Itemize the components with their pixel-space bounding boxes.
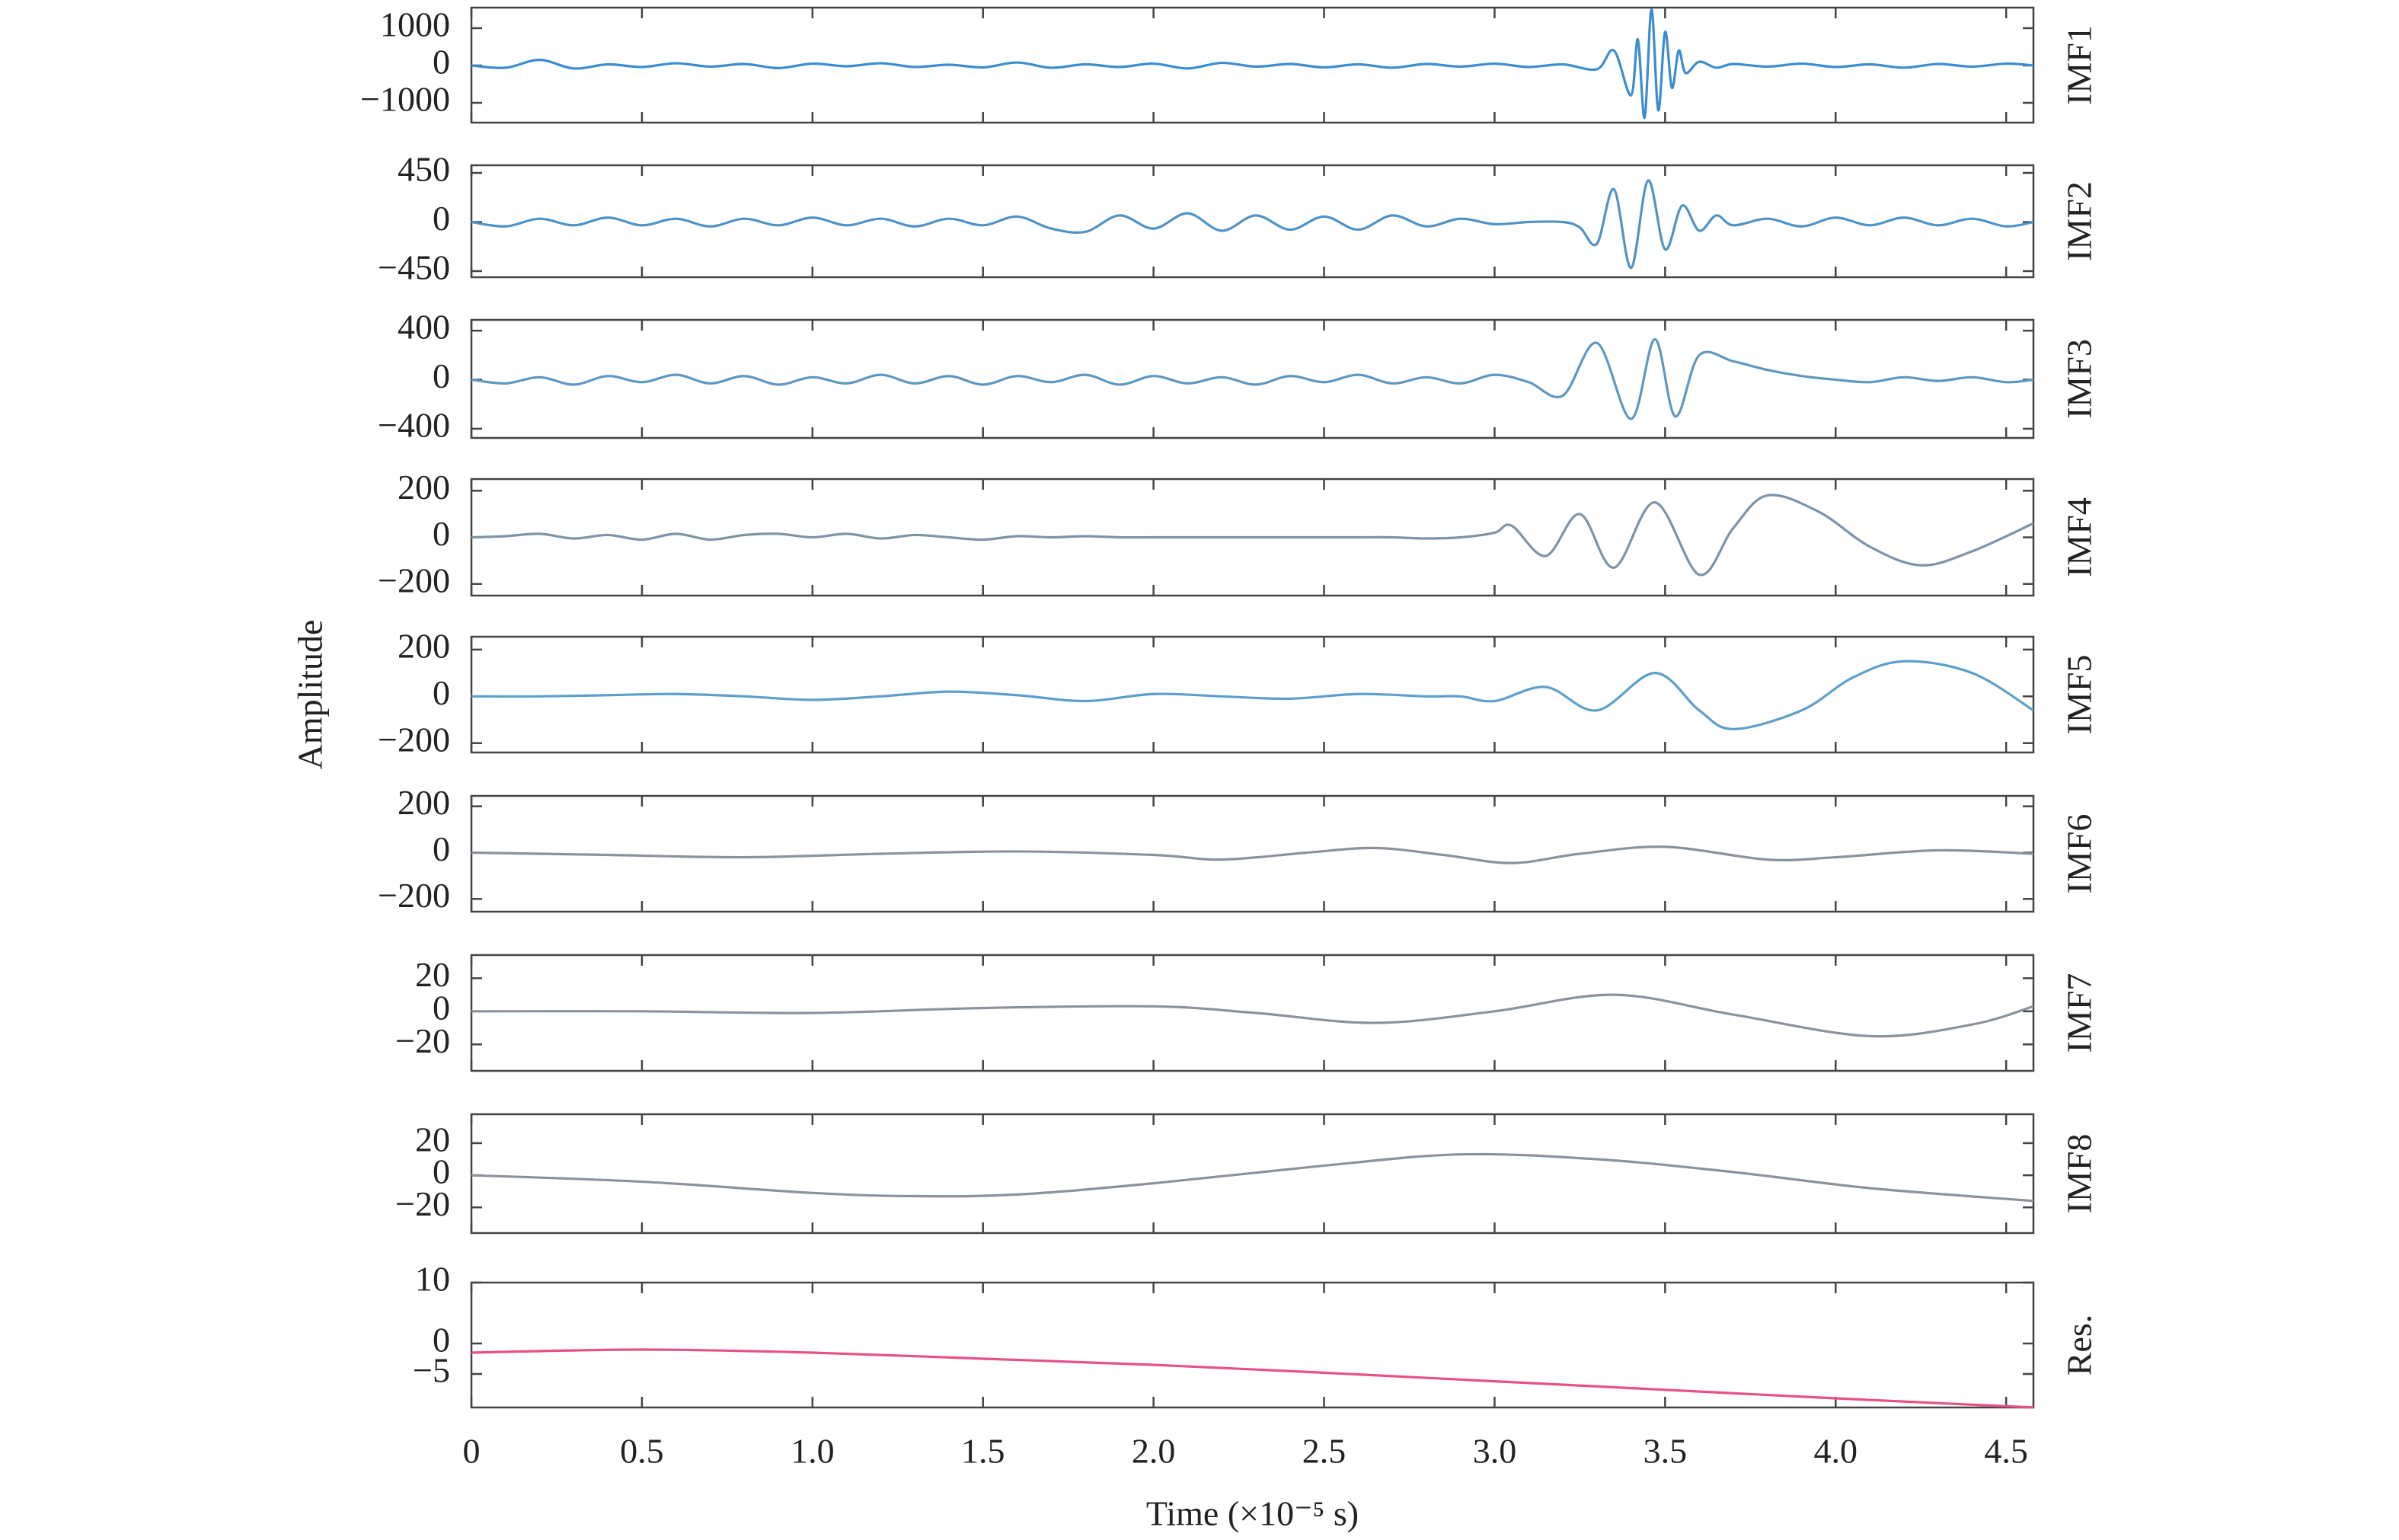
x-tick-label: 2.0: [1132, 1432, 1176, 1471]
panel-label: IMF6: [2060, 814, 2099, 894]
y-tick-label: 20: [415, 955, 450, 994]
panel-label: IMF1: [2060, 25, 2099, 105]
y-tick-label: 10: [415, 1260, 450, 1299]
y-tick-label: −200: [378, 876, 450, 915]
y-tick-label: 0: [433, 988, 450, 1027]
y-tick-label: 450: [398, 150, 450, 189]
series-line: [471, 8, 2034, 120]
x-axis-label: Time (×10⁻⁵ s): [1146, 1494, 1359, 1533]
x-tick-label: 0.5: [620, 1432, 664, 1471]
x-tick-label: 4.0: [1814, 1432, 1858, 1471]
y-tick-label: 0: [433, 43, 450, 81]
panel-label: IMF4: [2060, 497, 2099, 577]
y-tick-label: 0: [433, 199, 450, 238]
series-line: [471, 660, 2034, 730]
y-tick-label: 200: [398, 626, 450, 665]
y-axis-label: Amplitude: [291, 620, 330, 770]
y-tick-label: 400: [398, 308, 450, 347]
y-tick-label: 200: [398, 783, 450, 822]
y-tick-label: 0: [433, 1152, 450, 1191]
panel-frame: [470, 954, 2035, 1072]
x-tick-label: 0: [463, 1432, 481, 1471]
series-line: [471, 179, 2034, 270]
series-line: [471, 494, 2034, 577]
x-tick-label: 1.0: [791, 1432, 835, 1471]
panel-frame: [470, 794, 2035, 913]
x-tick-label: 3.5: [1644, 1432, 1688, 1471]
series-line: [471, 845, 2034, 864]
y-tick-label: −200: [378, 561, 450, 599]
y-tick-label: 0: [433, 356, 450, 395]
series-line: [471, 993, 2034, 1038]
x-tick-label: 1.5: [961, 1432, 1005, 1471]
panel-frame: [470, 6, 2035, 124]
y-tick-label: −450: [378, 248, 450, 287]
panel-label: IMF8: [2060, 1134, 2099, 1214]
y-tick-label: 0: [433, 829, 450, 868]
x-tick-label: 4.5: [1984, 1432, 2028, 1471]
y-tick-label: −5: [413, 1351, 450, 1390]
series-line: [471, 1152, 2034, 1203]
y-tick-label: 1000: [380, 5, 450, 44]
x-tick-label: 2.5: [1302, 1432, 1346, 1471]
y-tick-label: 20: [415, 1120, 450, 1159]
series-line: [471, 1348, 2034, 1409]
y-tick-label: −20: [395, 1021, 450, 1060]
panel-label: IMF7: [2060, 973, 2099, 1053]
panel-label: IMF2: [2060, 181, 2099, 261]
y-tick-label: 200: [398, 468, 450, 506]
panel-frame: [470, 635, 2035, 754]
panel-frame: [470, 1113, 2035, 1235]
series-line: [471, 337, 2034, 420]
y-tick-label: 0: [433, 673, 450, 712]
panel-label: IMF3: [2060, 339, 2099, 419]
y-tick-label: −1000: [360, 80, 450, 119]
panel-label: Res.: [2060, 1315, 2099, 1376]
x-tick-label: 3.0: [1473, 1432, 1517, 1471]
panel-frame: [470, 318, 2035, 439]
y-tick-label: −400: [378, 405, 450, 444]
y-tick-label: 0: [433, 514, 450, 553]
y-tick-label: 0: [433, 1321, 450, 1359]
panel-frame: [470, 164, 2035, 279]
panel-label: IMF5: [2060, 655, 2099, 735]
y-tick-label: −200: [378, 720, 450, 759]
panel-frame: [470, 1281, 2035, 1409]
y-tick-label: −20: [395, 1184, 450, 1223]
